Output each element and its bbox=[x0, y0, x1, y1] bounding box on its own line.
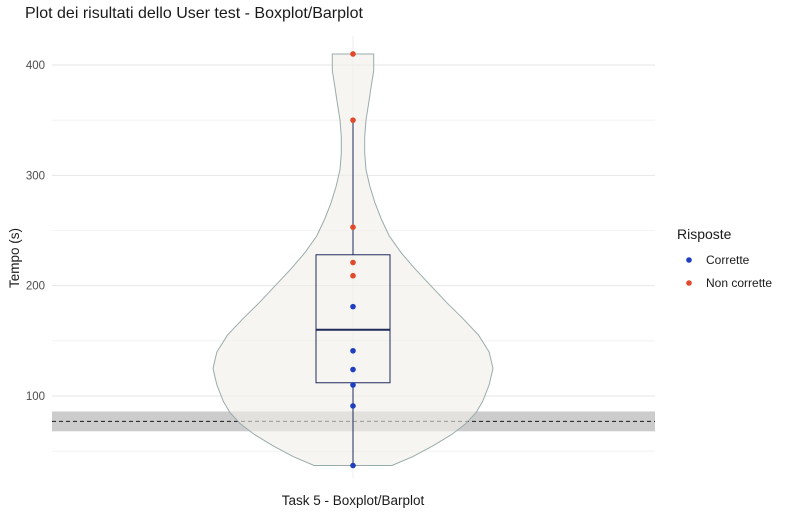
data-point-non-corrette bbox=[350, 117, 356, 123]
data-point-non-corrette bbox=[350, 259, 356, 266]
legend-key-non-corrette bbox=[686, 280, 692, 286]
chart-title: Plot dei risultati dello User test - Box… bbox=[25, 5, 363, 22]
data-point-non-corrette bbox=[350, 224, 356, 230]
x-tick-label: Task 5 - Boxplot/Barplot bbox=[282, 493, 425, 508]
y-tick-label: 200 bbox=[26, 281, 45, 293]
y-tick-label: 100 bbox=[26, 391, 45, 403]
data-point-corrette bbox=[350, 462, 356, 469]
legend-label: Corrette bbox=[706, 253, 750, 267]
data-point-corrette bbox=[350, 382, 356, 388]
data-point-non-corrette bbox=[350, 272, 356, 279]
data-point-corrette bbox=[350, 366, 356, 373]
y-axis-title: Tempo (s) bbox=[7, 228, 22, 288]
y-tick-label: 300 bbox=[26, 170, 45, 182]
y-tick-label: 400 bbox=[26, 60, 45, 72]
points-layer bbox=[350, 51, 356, 469]
legend: Risposte Corrette Non corrette bbox=[677, 226, 772, 290]
data-point-corrette bbox=[350, 303, 356, 310]
data-point-non-corrette bbox=[350, 51, 356, 57]
legend-title: Risposte bbox=[677, 226, 732, 242]
axis-layer: 100 200 300 400 Task 5 - Boxplot/Barplot bbox=[26, 60, 425, 508]
data-point-corrette bbox=[350, 403, 356, 409]
legend-key-corrette bbox=[686, 257, 692, 263]
legend-label: Non corrette bbox=[706, 276, 772, 290]
data-point-corrette bbox=[350, 347, 356, 354]
